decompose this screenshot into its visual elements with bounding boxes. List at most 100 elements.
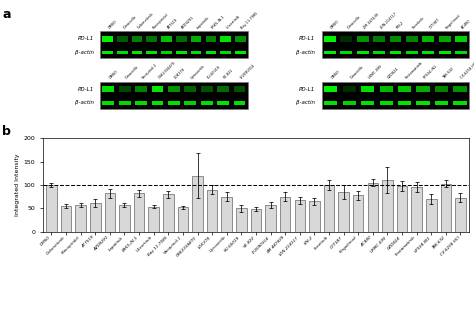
Bar bbox=[353, 195, 364, 232]
Text: β-actin: β-actin bbox=[296, 100, 315, 105]
Bar bbox=[163, 194, 173, 232]
Bar bbox=[105, 194, 115, 232]
Text: Foretinib: Foretinib bbox=[412, 16, 426, 30]
Bar bbox=[75, 205, 86, 232]
Bar bbox=[324, 51, 336, 54]
Text: β-actin: β-actin bbox=[296, 50, 315, 55]
Bar bbox=[234, 101, 246, 105]
Text: Dinaciclib: Dinaciclib bbox=[122, 14, 137, 30]
Bar bbox=[357, 36, 368, 42]
Bar bbox=[132, 51, 142, 54]
Bar bbox=[417, 86, 430, 92]
Bar bbox=[146, 36, 157, 42]
Bar bbox=[192, 175, 203, 232]
Bar bbox=[100, 81, 248, 109]
Text: DMSO: DMSO bbox=[108, 19, 118, 30]
Bar bbox=[152, 101, 164, 105]
Bar bbox=[309, 201, 319, 232]
Bar bbox=[435, 86, 448, 92]
Bar bbox=[176, 36, 187, 42]
Bar bbox=[455, 198, 466, 232]
Bar bbox=[380, 101, 393, 105]
Bar bbox=[382, 180, 392, 232]
Bar bbox=[361, 101, 374, 105]
Bar bbox=[46, 185, 57, 232]
Bar bbox=[321, 81, 469, 109]
Text: Dinaciclib: Dinaciclib bbox=[346, 14, 361, 30]
Text: TAK-632: TAK-632 bbox=[442, 67, 455, 80]
Bar bbox=[206, 36, 216, 42]
Text: Lapatinib: Lapatinib bbox=[196, 15, 210, 30]
Bar bbox=[207, 190, 218, 232]
Text: FIN-2: FIN-2 bbox=[395, 20, 405, 30]
Bar bbox=[234, 86, 246, 92]
Bar bbox=[184, 86, 196, 92]
Text: GZD824: GZD824 bbox=[386, 67, 400, 80]
Text: CYT387: CYT387 bbox=[428, 17, 441, 30]
Bar bbox=[324, 36, 336, 42]
Text: Bay 11-7085: Bay 11-7085 bbox=[240, 11, 259, 30]
Text: PD-L1: PD-L1 bbox=[78, 36, 94, 41]
Bar bbox=[119, 205, 130, 232]
Bar bbox=[454, 101, 467, 105]
Text: AC480: AC480 bbox=[461, 19, 472, 30]
Bar bbox=[61, 206, 71, 232]
Bar bbox=[117, 36, 128, 42]
Bar bbox=[397, 186, 407, 232]
Bar bbox=[455, 51, 467, 54]
Y-axis label: Integrated Intensity: Integrated Intensity bbox=[16, 154, 20, 216]
Bar bbox=[280, 197, 291, 232]
Bar bbox=[102, 101, 114, 105]
Bar bbox=[411, 187, 422, 232]
Text: VE-822: VE-822 bbox=[223, 68, 235, 80]
Bar bbox=[321, 31, 469, 59]
Bar bbox=[373, 51, 385, 54]
Text: DMSO: DMSO bbox=[108, 70, 118, 80]
Bar bbox=[455, 36, 467, 42]
Bar bbox=[454, 86, 467, 92]
Bar bbox=[417, 101, 430, 105]
Text: ZM 447439: ZM 447439 bbox=[363, 13, 380, 30]
Bar bbox=[324, 185, 334, 232]
Text: ERK5-IN-1: ERK5-IN-1 bbox=[211, 14, 226, 30]
Text: β-actin: β-actin bbox=[75, 50, 94, 55]
Bar bbox=[201, 101, 213, 105]
Text: Vacquinol-1: Vacquinol-1 bbox=[141, 62, 159, 80]
Bar bbox=[217, 86, 229, 92]
Bar bbox=[422, 51, 434, 54]
Text: LDN-214117: LDN-214117 bbox=[379, 11, 398, 30]
Bar bbox=[236, 208, 246, 232]
Bar bbox=[178, 207, 188, 232]
Text: Dinaciclib: Dinaciclib bbox=[125, 65, 140, 80]
Text: Cobimetinib: Cobimetinib bbox=[137, 12, 155, 30]
Text: URMC-099: URMC-099 bbox=[368, 64, 383, 80]
Bar bbox=[265, 205, 276, 232]
Bar bbox=[191, 36, 201, 42]
Bar bbox=[373, 36, 385, 42]
Bar bbox=[439, 51, 451, 54]
Bar bbox=[220, 51, 231, 54]
Text: AZD9291: AZD9291 bbox=[181, 15, 196, 30]
Bar bbox=[324, 86, 337, 92]
Bar bbox=[406, 36, 418, 42]
Bar bbox=[206, 51, 216, 54]
Bar bbox=[235, 36, 246, 42]
Bar bbox=[168, 86, 180, 92]
Bar bbox=[102, 36, 113, 42]
Bar bbox=[135, 86, 147, 92]
Text: LY2090314: LY2090314 bbox=[239, 63, 256, 80]
Text: β-actin: β-actin bbox=[75, 100, 94, 105]
Bar bbox=[338, 192, 349, 232]
Bar bbox=[184, 101, 196, 105]
Text: CX-6258 HCl: CX-6258 HCl bbox=[460, 62, 474, 80]
Text: DMSO: DMSO bbox=[331, 70, 341, 80]
Text: Fingolimod: Fingolimod bbox=[445, 13, 461, 30]
Bar bbox=[398, 101, 411, 105]
Bar bbox=[367, 183, 378, 232]
Text: DMSO: DMSO bbox=[330, 19, 340, 30]
Bar bbox=[152, 86, 164, 92]
Bar bbox=[390, 51, 401, 54]
Bar bbox=[102, 86, 114, 92]
Bar bbox=[221, 197, 232, 232]
Text: Flavopiridol: Flavopiridol bbox=[152, 12, 169, 30]
